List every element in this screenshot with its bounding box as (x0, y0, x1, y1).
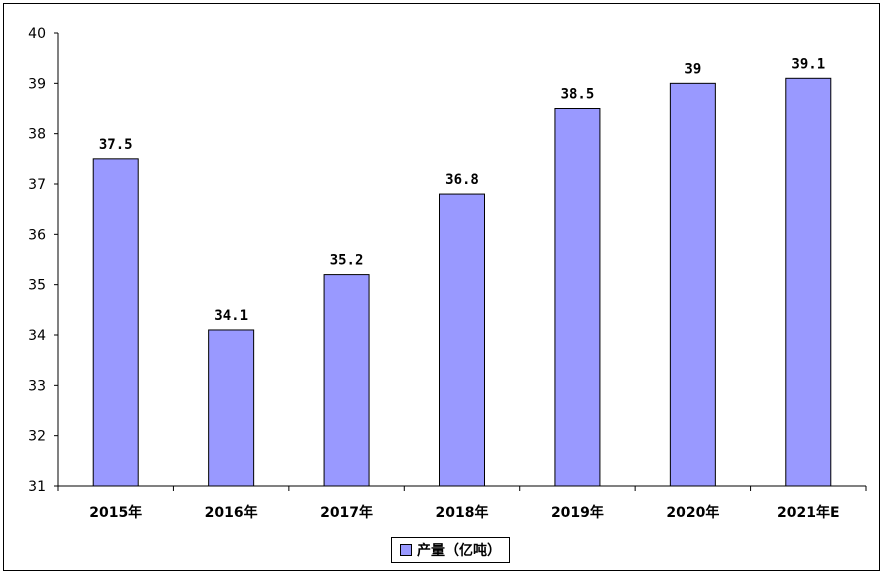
legend-label: 产量（亿吨） (417, 543, 501, 559)
data-label: 36.8 (445, 172, 479, 188)
data-label: 34.1 (214, 308, 248, 324)
bar (785, 77, 832, 487)
legend: 产量（亿吨） (391, 537, 510, 563)
bar (439, 193, 485, 487)
x-tick-label: 2016年 (205, 504, 258, 521)
x-tick-label: 2018年 (436, 504, 489, 521)
y-tick-label: 35 (28, 278, 46, 294)
bar (92, 158, 139, 487)
y-tick-label: 37 (28, 177, 46, 193)
bar (208, 329, 255, 487)
bar (554, 108, 601, 487)
x-tick-label: 2019年 (551, 504, 604, 521)
y-tick-label: 33 (28, 378, 46, 394)
y-tick-label: 32 (28, 429, 46, 445)
y-tick-label: 31 (28, 479, 46, 495)
x-tick-label: 2015年 (89, 504, 142, 521)
data-label: 38.5 (561, 87, 595, 103)
legend-swatch (400, 544, 412, 556)
data-label: 39 (684, 61, 701, 77)
y-tick-label: 39 (28, 76, 46, 92)
bar (323, 274, 370, 487)
y-tick-label: 36 (28, 227, 46, 243)
bar (669, 82, 716, 487)
data-label: 37.5 (99, 137, 133, 153)
y-tick-label: 38 (28, 127, 46, 143)
x-tick-label: 2021年E (777, 504, 840, 521)
x-tick-label: 2017年 (320, 504, 373, 521)
x-tick-label: 2020年 (666, 504, 719, 521)
data-label: 39.1 (791, 56, 825, 72)
data-label: 35.2 (330, 253, 364, 269)
y-tick-label: 34 (28, 328, 46, 344)
y-tick-label: 40 (28, 26, 46, 42)
